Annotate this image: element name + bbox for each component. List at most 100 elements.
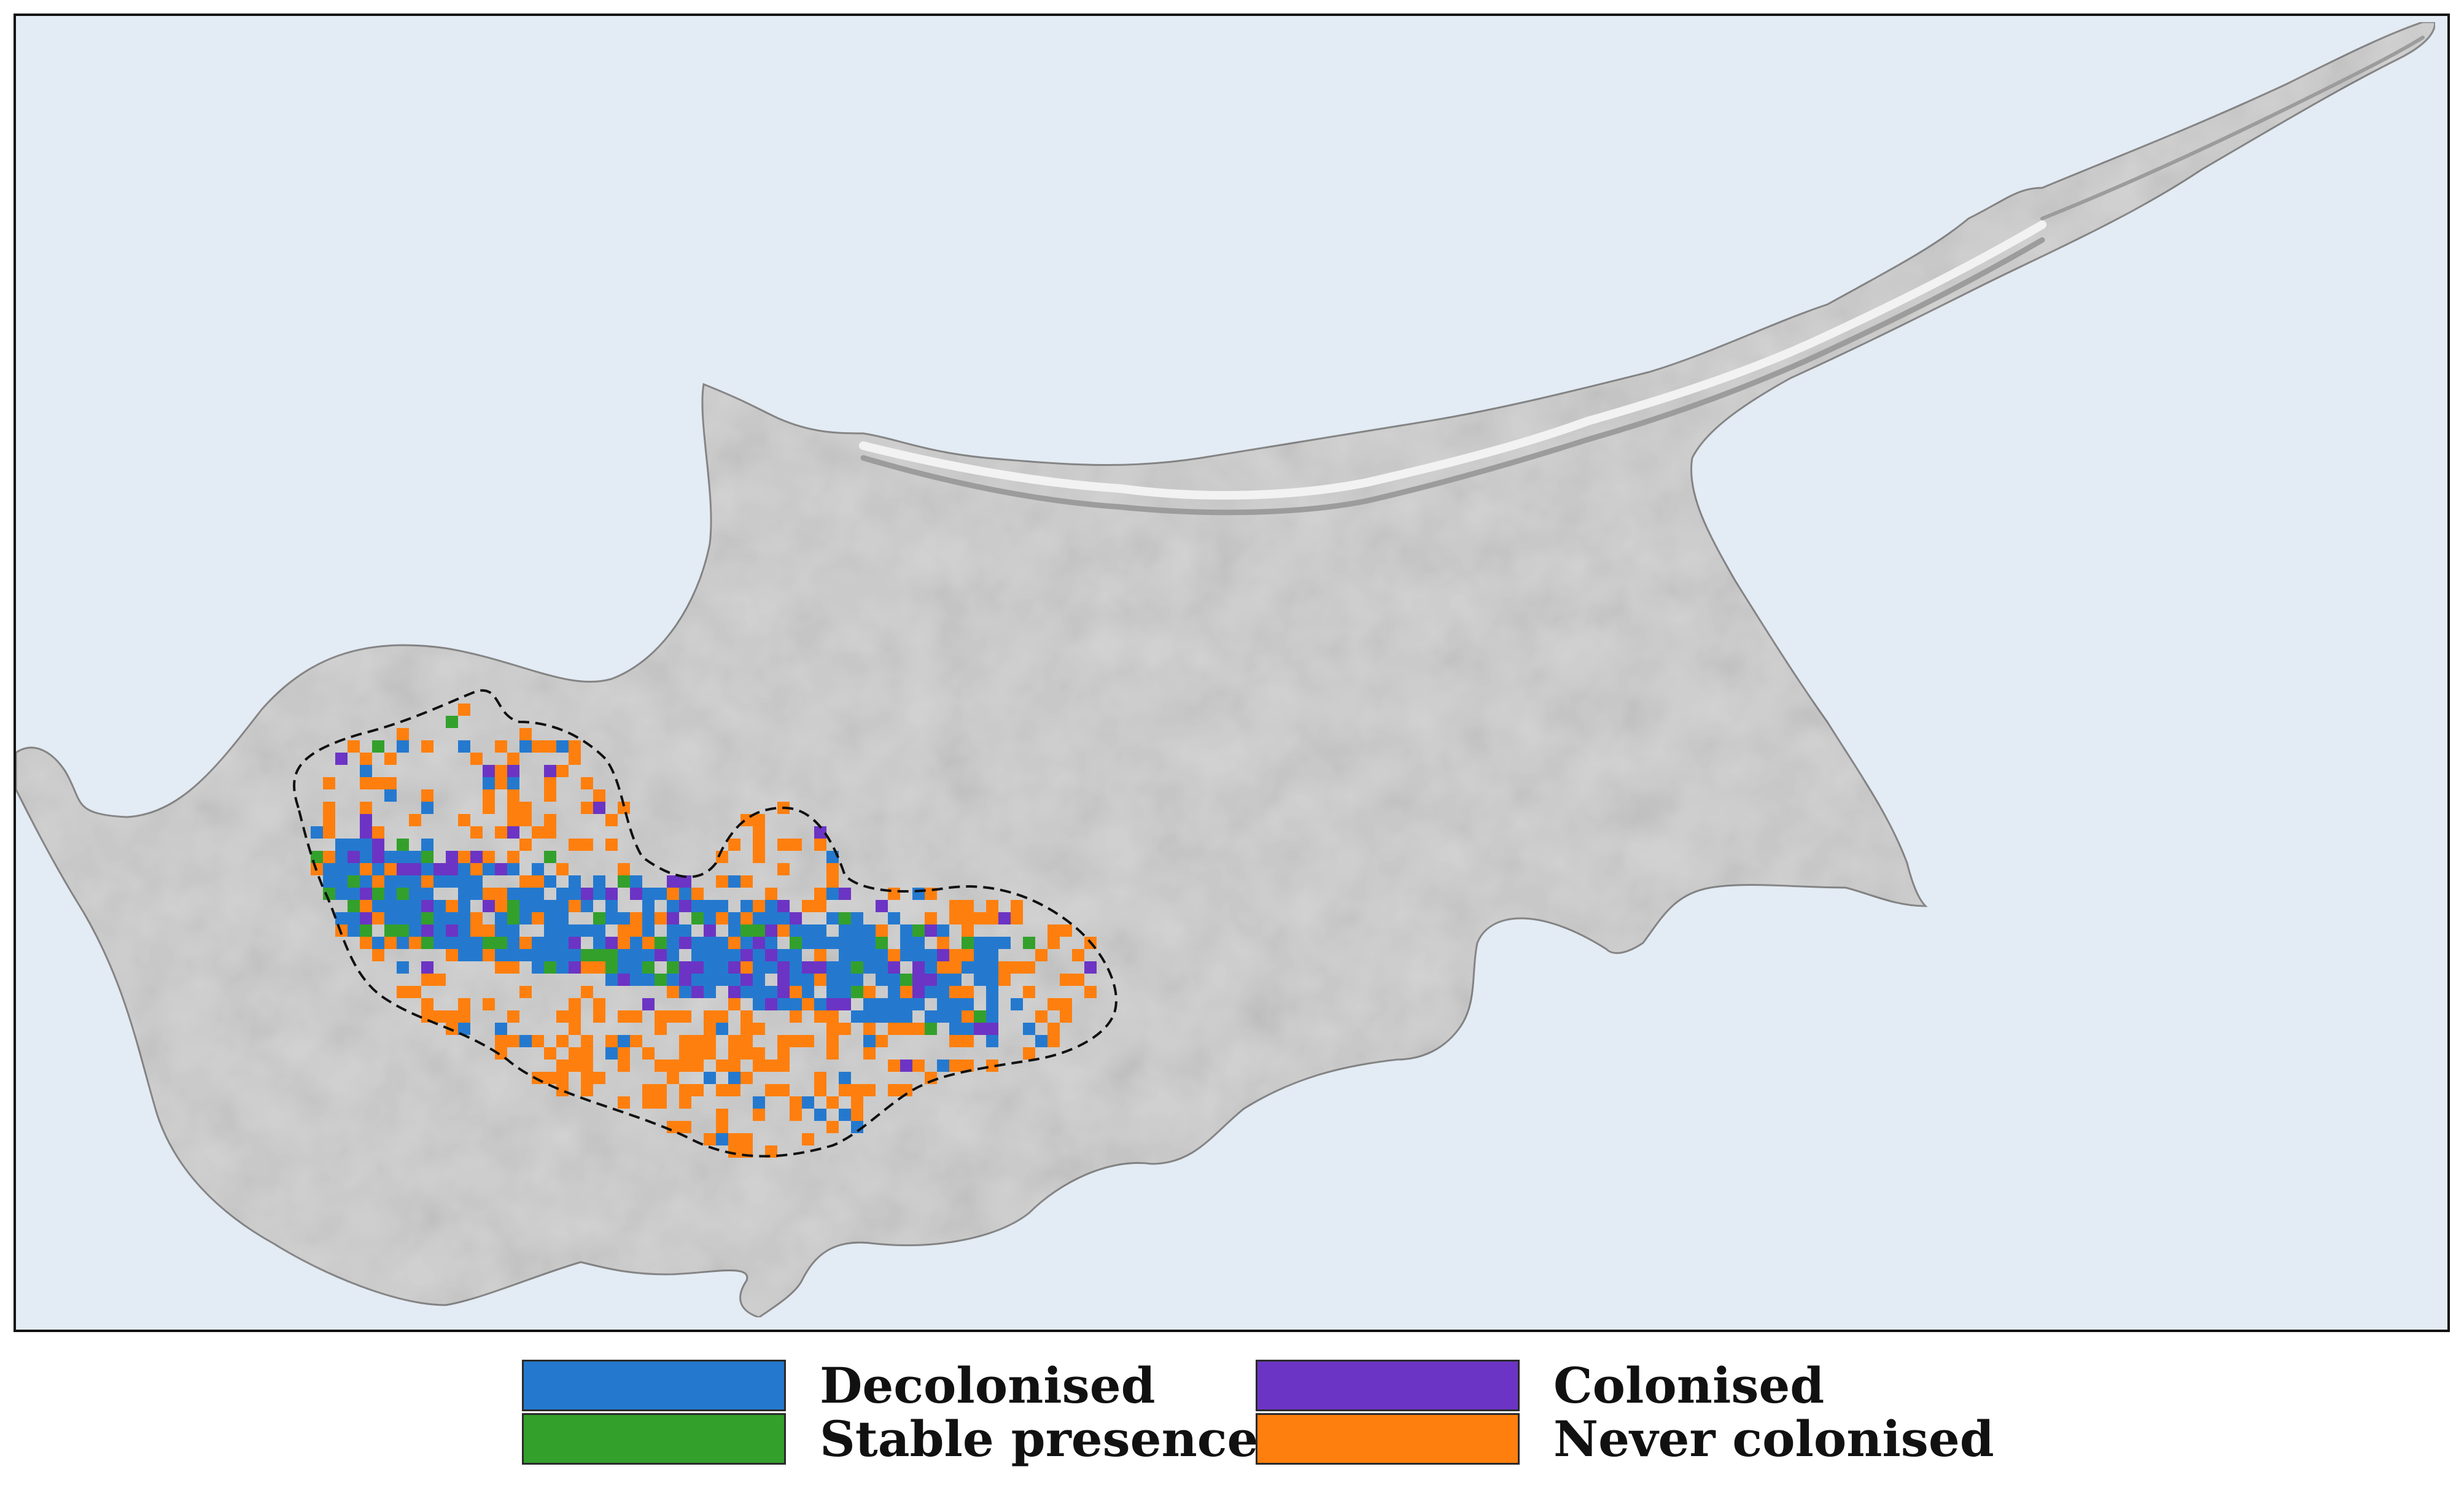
grid-cell [728,1060,740,1072]
legend-label-colonised: Colonised [1553,1357,1825,1414]
grid-cell [605,888,618,900]
grid-cell [655,1060,667,1072]
grid-cell [826,912,839,924]
grid-cell [532,863,544,875]
map-frame [14,14,2450,1332]
grid-cell [876,1010,888,1023]
grid-cell [765,937,777,949]
grid-cell [519,1035,532,1047]
grid-cell [814,839,826,851]
grid-cell [667,900,679,912]
grid-cell [925,1023,937,1035]
grid-cell [1047,1023,1060,1035]
grid-cell [974,912,986,924]
grid-cell [593,875,605,888]
grid-cell [962,998,974,1010]
grid-cell [360,777,372,789]
grid-cell [863,1023,876,1035]
grid-cell [802,1035,814,1047]
grid-cell [839,998,851,1010]
grid-cell [630,912,642,924]
grid-cell [691,1035,704,1047]
legend-swatch-colonised [1256,1360,1520,1411]
grid-cell [618,863,630,875]
grid-cell [544,900,556,912]
grid-cell [740,924,753,937]
grid-cell [519,986,532,998]
grid-cell [716,1133,728,1145]
grid-cell [409,937,421,949]
grid-cell [802,961,814,974]
grid-cell [986,998,998,1010]
grid-cell [876,961,888,974]
grid-cell [765,998,777,1010]
grid-cell [667,875,679,888]
grid-cell [335,839,348,851]
grid-cell [495,949,507,961]
grid-cell [544,789,556,802]
grid-cell [826,1010,839,1023]
grid-cell [704,961,716,974]
grid-cell [679,888,691,900]
grid-cell [433,863,446,875]
grid-cell [691,888,704,900]
grid-cell [962,949,974,961]
grid-cell [790,974,802,986]
grid-cell [740,1047,753,1060]
grid-cell [962,1060,974,1072]
grid-cell [409,912,421,924]
grid-cell [581,986,593,998]
grid-cell [888,998,900,1010]
grid-cell [544,1047,556,1060]
grid-cell [544,777,556,789]
legend-swatch-decolonised [522,1360,786,1411]
grid-cell [888,974,900,986]
grid-cell [569,839,581,851]
grid-cell [458,863,470,875]
grid-cell [470,851,483,863]
grid-cell [716,851,728,863]
grid-cell [802,1096,814,1109]
grid-cell [740,912,753,924]
grid-cell [728,924,740,937]
grid-cell [949,900,962,912]
grid-cell [851,912,863,924]
grid-cell [962,1023,974,1035]
grid-cell [593,937,605,949]
grid-cell [544,826,556,839]
grid-cell [728,875,740,888]
grid-cell [962,961,974,974]
grid-cell [851,986,863,998]
grid-cell [826,1035,839,1047]
grid-cell [642,888,655,900]
grid-cell [458,814,470,826]
grid-cell [544,961,556,974]
grid-cell [851,1010,863,1023]
grid-cell [421,863,433,875]
grid-cell [716,961,728,974]
grid-cell [986,1035,998,1047]
grid-cell [433,912,446,924]
grid-cell [360,753,372,765]
grid-cell [360,765,372,777]
grid-cell [728,974,740,986]
grid-cell [544,740,556,753]
grid-cell [532,961,544,974]
grid-cell [1035,1010,1047,1023]
grid-cell [348,924,360,937]
grid-cell [765,912,777,924]
grid-cell [704,1133,716,1145]
grid-cell [876,900,888,912]
grid-cell [372,826,384,839]
grid-cell [618,949,630,961]
grid-cell [900,1010,912,1023]
grid-cell [876,949,888,961]
grid-cell [704,1010,716,1023]
grid-cell [777,1035,790,1047]
grid-cell [679,974,691,986]
grid-cell [458,937,470,949]
grid-cell [740,1133,753,1145]
grid-cell [691,1047,704,1060]
grid-cell [900,937,912,949]
legend-item-colonised: Colonised [1256,1360,1824,1411]
